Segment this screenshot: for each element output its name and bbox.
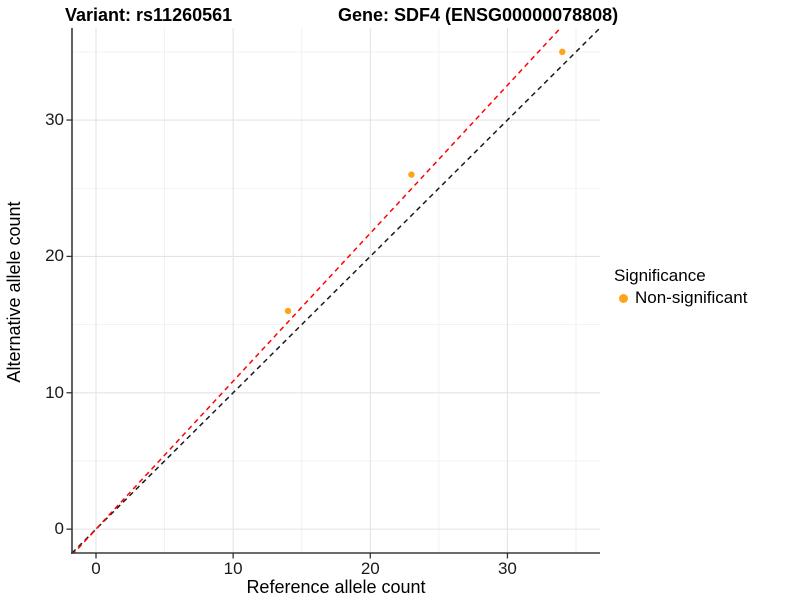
legend-marker-dot-icon	[619, 293, 628, 303]
y-axis-title: Alternative allele count	[4, 201, 24, 383]
ratio-line	[72, 28, 562, 553]
legend: Significance Non-significant	[614, 266, 747, 310]
y-tick-label: 0	[54, 519, 64, 539]
y-tick-label: 30	[45, 110, 64, 130]
identity-line	[72, 28, 600, 553]
y-tick-label: 10	[45, 382, 64, 402]
x-tick-label: 0	[91, 559, 101, 578]
plot-title-variant: Variant: rs11260561	[65, 5, 233, 25]
x-tick-label: 30	[497, 559, 517, 578]
x-axis-title: Reference allele count	[246, 577, 426, 597]
data-point	[284, 307, 292, 315]
y-tick-label: 20	[45, 246, 64, 266]
legend-item: Non-significant	[614, 286, 747, 310]
legend-title: Significance	[614, 266, 706, 285]
x-tick-label: 10	[223, 559, 243, 578]
plot-title-gene: Gene: SDF4 (ENSG00000078808)	[338, 5, 619, 25]
legend-item-label: Non-significant	[635, 288, 748, 307]
x-tick-label: 20	[360, 559, 380, 578]
data-point	[559, 48, 566, 56]
data-point	[408, 171, 415, 178]
